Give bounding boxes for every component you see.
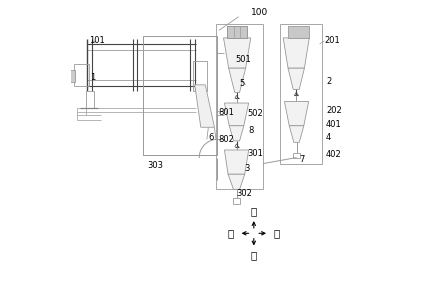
Polygon shape [229,68,246,92]
Bar [227,26,247,38]
Text: 下: 下 [251,250,257,260]
Text: 右: 右 [274,228,280,238]
Text: 左: 左 [228,228,234,238]
Text: 201: 201 [325,36,340,45]
Polygon shape [289,126,304,142]
Text: 7: 7 [299,155,305,164]
Text: 8: 8 [249,126,254,135]
Text: 5: 5 [240,79,245,88]
Bar [86,91,94,108]
Bar [74,64,89,86]
Text: 401: 401 [326,120,342,129]
Text: 801: 801 [218,108,234,117]
Text: 6: 6 [208,133,214,142]
Text: 3: 3 [244,164,249,173]
Text: 2: 2 [326,77,331,86]
Text: 302: 302 [237,189,253,198]
Text: 100: 100 [251,8,268,17]
Polygon shape [229,126,244,141]
Polygon shape [224,103,249,126]
Text: 303: 303 [148,161,164,170]
Bar [193,61,207,91]
Bar [227,26,247,38]
Bar [288,26,309,38]
Bar [216,24,263,189]
Polygon shape [285,102,309,126]
Text: 802: 802 [218,135,234,144]
Polygon shape [228,174,245,189]
Text: 202: 202 [326,106,342,115]
Bar [69,70,75,82]
Bar [293,153,300,158]
Text: 502: 502 [247,109,263,118]
Text: 501: 501 [236,55,251,64]
Text: 402: 402 [326,150,342,159]
Text: 4: 4 [326,133,331,142]
Polygon shape [195,85,214,127]
Bar [143,36,218,155]
Polygon shape [283,38,309,68]
Bar [233,198,241,204]
Text: 1: 1 [90,73,95,82]
Polygon shape [288,68,305,89]
Text: 301: 301 [248,148,264,158]
Text: 上: 上 [251,206,257,217]
Text: 101: 101 [90,36,105,45]
Bar [280,24,322,164]
Polygon shape [224,150,249,174]
Polygon shape [223,38,251,68]
